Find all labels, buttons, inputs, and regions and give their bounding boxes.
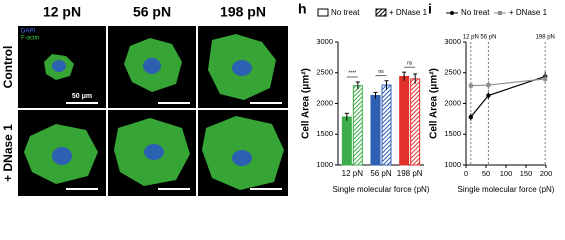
nucleus bbox=[52, 60, 66, 72]
legend-label: + DNase 1 bbox=[509, 8, 548, 17]
x-tick-label: 150 bbox=[520, 169, 533, 178]
row-label: Control bbox=[1, 46, 15, 89]
y-axis-label: Cell Area (μm²) bbox=[429, 68, 440, 139]
nucleus bbox=[52, 147, 72, 165]
x-axis-label: Single molecular force (pN) bbox=[458, 185, 555, 194]
column-label: 198 pN bbox=[220, 4, 266, 20]
x-tick-label: 0 bbox=[464, 169, 468, 178]
y-tick-label: 1500 bbox=[444, 129, 461, 138]
bar bbox=[399, 75, 410, 166]
x-tick-label: 100 bbox=[500, 169, 513, 178]
point bbox=[543, 76, 548, 81]
y-tick-label: 1500 bbox=[316, 129, 333, 138]
column-label: 12 pN bbox=[43, 4, 81, 20]
legend-marker bbox=[498, 11, 502, 15]
y-tick-label: 2500 bbox=[316, 68, 333, 77]
bar bbox=[370, 95, 381, 166]
y-tick-label: 1000 bbox=[316, 160, 333, 169]
legend-swatch bbox=[375, 8, 387, 17]
x-tick-label: 50 bbox=[482, 169, 490, 178]
figure: 50 μm DAPI F-actin 12 pN 56 pN 198 pN Co… bbox=[1, 1, 555, 196]
point bbox=[468, 114, 473, 120]
legend-label: No treat bbox=[461, 8, 490, 17]
x-tick-label: 56 pN bbox=[370, 169, 392, 178]
x-axis-label: Single molecular force (pN) bbox=[333, 185, 430, 194]
bar bbox=[352, 85, 363, 166]
scale-bar-label: 50 μm bbox=[72, 93, 92, 100]
y-tick-label: 2500 bbox=[444, 68, 461, 77]
nucleus bbox=[143, 58, 161, 74]
row-label: + DNase 1 bbox=[1, 124, 15, 182]
panel-label: h bbox=[298, 1, 307, 17]
point bbox=[468, 83, 473, 88]
x-tick-label: 12 pN bbox=[342, 169, 364, 178]
y-tick-label: 3000 bbox=[444, 37, 461, 46]
sig-annotation: **** bbox=[348, 70, 356, 76]
line bbox=[470, 78, 546, 87]
point bbox=[486, 93, 491, 98]
legend-swatch bbox=[317, 8, 329, 17]
bar bbox=[381, 84, 392, 166]
x-tick-label: 200 bbox=[540, 169, 553, 178]
y-tick-label: 1000 bbox=[444, 160, 461, 169]
bar bbox=[341, 116, 352, 166]
y-tick-label: 3000 bbox=[316, 37, 333, 46]
nucleus bbox=[232, 150, 252, 166]
y-tick-label: 2000 bbox=[444, 98, 461, 107]
reference-label: 12 pN bbox=[463, 35, 479, 41]
y-tick-label: 2000 bbox=[316, 98, 333, 107]
legend-label: + DNase 1 bbox=[389, 8, 428, 17]
panel-label: i bbox=[428, 1, 432, 17]
reference-label: 56 pN bbox=[480, 35, 496, 41]
reference-label: 198 pN bbox=[536, 35, 555, 41]
legend-label: No treat bbox=[331, 8, 360, 17]
image-grid: 50 μm DAPI F-actin 12 pN 56 pN 198 pN Co… bbox=[1, 4, 288, 196]
column-label: 56 pN bbox=[133, 4, 171, 20]
nucleus bbox=[232, 60, 252, 76]
channel-label: DAPI bbox=[21, 29, 35, 35]
y-axis-label: Cell Area (μm²) bbox=[301, 68, 312, 139]
sig-annotation: ns bbox=[407, 60, 413, 66]
sig-annotation: ns bbox=[378, 69, 384, 75]
point bbox=[486, 83, 491, 88]
x-tick-label: 198 pN bbox=[397, 169, 423, 178]
nucleus bbox=[144, 144, 164, 160]
legend-marker bbox=[450, 11, 454, 15]
channel-label: F-actin bbox=[21, 36, 39, 42]
bar bbox=[410, 78, 421, 166]
